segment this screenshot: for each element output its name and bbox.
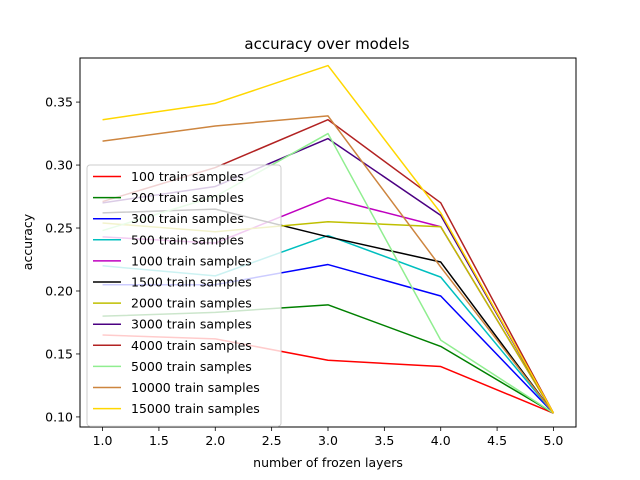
legend-label: 4000 train samples (131, 338, 252, 353)
legend-label: 10000 train samples (131, 380, 260, 395)
legend-label: 500 train samples (131, 232, 244, 247)
legend-label: 200 train samples (131, 190, 244, 205)
series-line-11 (102, 64, 555, 414)
y-axis-ticks: 0.10 0.15 0.20 0.25 0.30 0.35 (45, 95, 80, 424)
chart-title: accuracy over models (244, 35, 409, 53)
x-tick-label: 5.0 (544, 433, 564, 448)
legend-label: 5000 train samples (131, 359, 252, 374)
y-tick-label: 0.20 (45, 283, 73, 298)
y-tick-label: 0.35 (45, 95, 73, 110)
y-axis-label: accuracy (20, 213, 35, 270)
x-tick-label: 4.5 (487, 433, 507, 448)
x-tick-label: 3.0 (318, 433, 338, 448)
x-tick-label: 1.5 (149, 433, 169, 448)
y-tick-label: 0.10 (45, 409, 73, 424)
series-line-10 (102, 115, 555, 414)
x-tick-label: 2.0 (205, 433, 225, 448)
legend: 100 train samples 200 train samples 300 tr… (86, 164, 282, 427)
x-axis-ticks: 1.0 1.5 2.0 2.5 3.0 3.5 4.0 4.5 5.0 (93, 427, 564, 448)
x-tick-label: 2.5 (262, 433, 282, 448)
y-tick-label: 0.15 (45, 346, 73, 361)
x-axis-label: number of frozen layers (253, 455, 403, 470)
x-tick-label: 1.0 (93, 433, 113, 448)
legend-label: 1000 train samples (131, 253, 252, 268)
x-tick-label: 4.0 (431, 433, 451, 448)
legend-label: 2000 train samples (131, 296, 252, 311)
legend-box (86, 164, 282, 427)
y-tick-label: 0.25 (45, 221, 73, 236)
legend-label: 15000 train samples (131, 401, 260, 416)
y-tick-label: 0.30 (45, 158, 73, 173)
legend-label: 300 train samples (131, 211, 244, 226)
legend-label: 1500 train samples (131, 275, 252, 290)
legend-label: 3000 train samples (131, 317, 252, 332)
x-tick-label: 3.5 (374, 433, 394, 448)
legend-label: 100 train samples (131, 169, 244, 184)
